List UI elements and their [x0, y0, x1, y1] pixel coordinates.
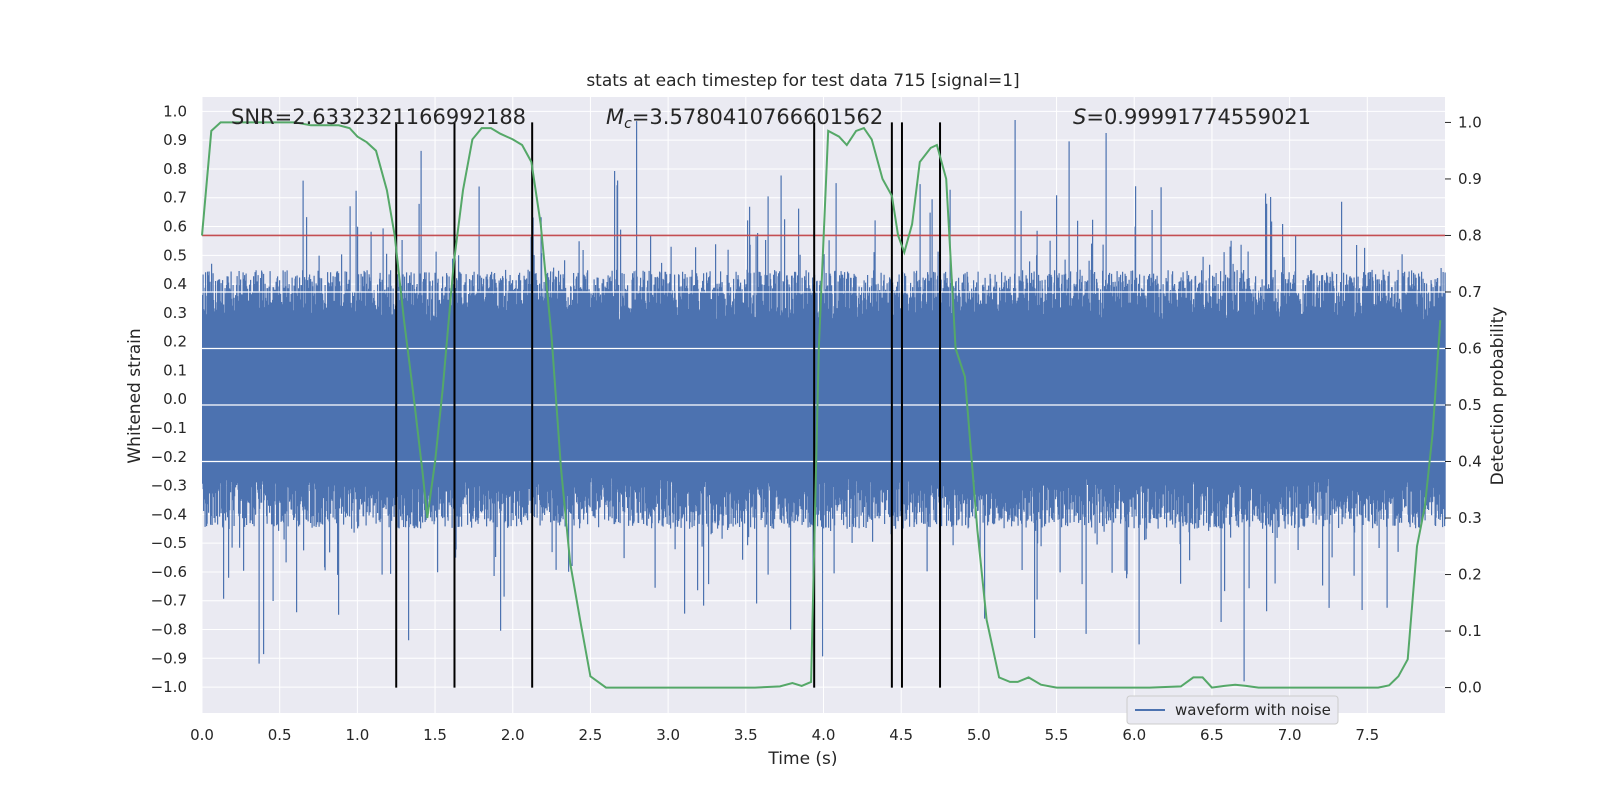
s-value: =0.99991774559021	[1086, 105, 1311, 129]
y-right-tick-label: 0.5	[1458, 396, 1482, 414]
chart-title: stats at each timestep for test data 715…	[586, 71, 1019, 91]
x-tick-label: 2.0	[501, 726, 525, 744]
y-right-tick-label: 0.8	[1458, 226, 1482, 244]
chirp-mass-annotation: Mc=3.5780410766601562	[606, 105, 883, 132]
y-right-tick-label: 1.0	[1458, 113, 1482, 131]
y-left-tick-label: −0.8	[151, 621, 187, 639]
y-left-tick-label: 0.1	[163, 361, 187, 379]
y-left-tick-label: 0.0	[163, 390, 187, 408]
legend: waveform with noise	[1126, 695, 1339, 725]
vertical-lines	[395, 122, 942, 688]
probability-line	[201, 121, 1442, 689]
x-tick-label: 6.5	[1200, 726, 1224, 744]
legend-label: waveform with noise	[1175, 701, 1331, 719]
y-left-tick-label: −0.2	[151, 448, 187, 466]
mc-subscript: c	[624, 116, 632, 132]
x-axis-ticks: 0.0 0.5 1.0 1.5 2.0 2.5 3.0 3.5 4.0 4.5 5.0 5.5 6.0 6…	[190, 726, 1379, 744]
x-tick-label: 7.5	[1355, 726, 1379, 744]
x-tick-label: 1.5	[423, 726, 447, 744]
y-left-axis-ticks: 1.0 0.9 0.8 0.7 0.6 0.5 0.4 0.3 0.2 0.1 0.0 −0.1 −0.…	[151, 102, 187, 696]
y-right-tick-label: 0.4	[1458, 453, 1482, 471]
y-right-tick-label: 0.0	[1458, 679, 1482, 697]
mc-value: =3.5780410766601562	[632, 105, 883, 129]
legend-box	[1126, 695, 1339, 725]
y-left-tick-label: 0.4	[163, 275, 187, 293]
x-tick-label: 2.5	[579, 726, 603, 744]
mc-symbol: M	[606, 105, 624, 129]
y-left-tick-label: 0.6	[163, 218, 187, 236]
waveform-series	[202, 120, 1446, 682]
y-right-tick-label: 0.1	[1458, 622, 1482, 640]
x-tick-label: 0.5	[268, 726, 292, 744]
y-left-tick-label: −0.7	[151, 592, 187, 610]
y-left-tick-label: −0.3	[151, 477, 187, 495]
y-right-tick-label: 0.9	[1458, 170, 1482, 188]
probability-series	[201, 121, 1442, 689]
x-tick-label: 0.0	[190, 726, 214, 744]
x-tick-label: 6.0	[1122, 726, 1146, 744]
s-symbol: S	[1073, 105, 1086, 129]
x-tick-label: 7.0	[1278, 726, 1302, 744]
x-tick-label: 3.5	[734, 726, 758, 744]
y-right-tick-label: 0.3	[1458, 509, 1482, 527]
x-tick-label: 4.0	[812, 726, 836, 744]
y-right-tick-label: 0.2	[1458, 566, 1482, 584]
y-left-tick-label: −0.1	[151, 419, 187, 437]
y-left-tick-label: 0.2	[163, 333, 187, 351]
x-tick-label: 5.0	[967, 726, 991, 744]
x-tick-label: 4.5	[889, 726, 913, 744]
y-left-tick-label: 0.9	[163, 131, 187, 149]
y-left-tick-label: −0.9	[151, 649, 187, 667]
x-tick-label: 3.0	[656, 726, 680, 744]
y-left-tick-label: 1.0	[163, 102, 187, 120]
snr-annotation: SNR=2.6332321166992188	[231, 105, 526, 129]
y-left-tick-label: 0.3	[163, 304, 187, 322]
y-right-axis-ticks: 1.0 0.9 0.8 0.7 0.6 0.5 0.4 0.3 0.2 0.1 0.0	[1445, 113, 1482, 697]
y-left-tick-label: −0.4	[151, 505, 187, 523]
waveform-path	[202, 120, 1446, 682]
y-left-tick-label: 0.5	[163, 246, 187, 264]
y-left-axis-label: Whitened strain	[125, 328, 145, 463]
y-left-tick-label: 0.7	[163, 189, 187, 207]
x-tick-label: 1.0	[345, 726, 369, 744]
x-tick-label: 5.5	[1045, 726, 1069, 744]
y-left-tick-label: −0.5	[151, 534, 187, 552]
x-axis-label: Time (s)	[767, 749, 837, 769]
y-left-tick-label: −0.6	[151, 563, 187, 581]
y-right-tick-label: 0.6	[1458, 339, 1482, 357]
y-left-tick-label: −1.0	[151, 678, 187, 696]
y-right-tick-label: 0.7	[1458, 283, 1482, 301]
y-left-tick-label: 0.8	[163, 160, 187, 178]
score-annotation: S=0.99991774559021	[1073, 105, 1311, 129]
y-right-axis-label: Detection probability	[1488, 307, 1508, 486]
